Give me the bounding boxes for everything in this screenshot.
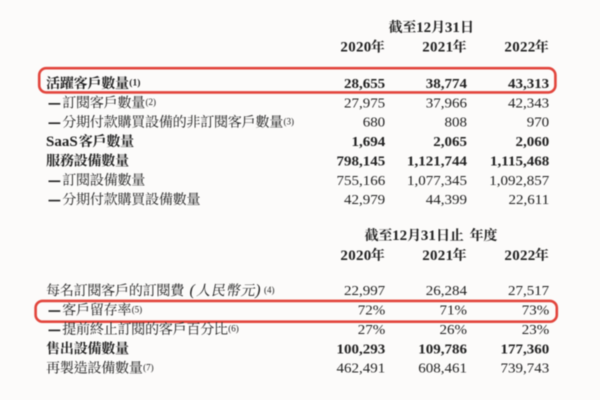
svg-text:(7): (7) [143, 362, 154, 372]
svg-text:1,694: 1,694 [351, 134, 385, 149]
svg-text:2021: 2021 [422, 40, 453, 56]
svg-text:73%: 73% [522, 303, 549, 318]
svg-text:608,461: 608,461 [418, 361, 467, 376]
svg-text:37,966: 37,966 [426, 96, 467, 111]
svg-text:(5): (5) [132, 304, 143, 314]
svg-text:2020: 2020 [340, 248, 371, 264]
svg-text:26,284: 26,284 [426, 284, 468, 299]
svg-text:72%: 72% [358, 303, 385, 318]
svg-text:2020: 2020 [340, 40, 371, 56]
svg-text:12: 12 [416, 20, 431, 36]
svg-text:42,979: 42,979 [344, 192, 385, 207]
svg-text:109,786: 109,786 [418, 342, 467, 357]
svg-text:2022: 2022 [504, 248, 535, 264]
svg-text:12: 12 [392, 228, 407, 244]
svg-text:1,115,468: 1,115,468 [490, 154, 549, 169]
svg-text:27,517: 27,517 [508, 284, 549, 299]
svg-text:798,145: 798,145 [336, 154, 385, 169]
svg-text:(4): (4) [264, 285, 275, 295]
svg-text:31: 31 [421, 228, 436, 244]
svg-text:44,399: 44,399 [426, 192, 467, 207]
svg-text:177,360: 177,360 [500, 342, 549, 357]
svg-text:(2): (2) [146, 97, 157, 107]
svg-text:1,077,345: 1,077,345 [407, 173, 467, 188]
svg-text:739,743: 739,743 [500, 361, 549, 376]
svg-text:(: ( [190, 282, 197, 299]
svg-text:1,121,744: 1,121,744 [407, 154, 467, 169]
svg-text:): ) [254, 282, 260, 299]
svg-text:(3): (3) [284, 116, 295, 126]
svg-text:26%: 26% [440, 322, 467, 337]
svg-text:22,997: 22,997 [344, 284, 385, 299]
svg-text:43,313: 43,313 [508, 76, 549, 91]
svg-text:71%: 71% [440, 303, 467, 318]
svg-text:970: 970 [527, 115, 549, 130]
svg-text:22,611: 22,611 [509, 192, 550, 207]
svg-text:680: 680 [363, 115, 385, 130]
svg-text:755,166: 755,166 [336, 173, 385, 188]
svg-text:38,774: 38,774 [426, 76, 467, 91]
svg-text:2022: 2022 [504, 40, 535, 56]
svg-text:808: 808 [445, 115, 467, 130]
svg-text:31: 31 [445, 20, 460, 36]
svg-text:SaaS: SaaS [46, 134, 78, 150]
svg-text:100,293: 100,293 [336, 342, 385, 357]
svg-text:2,060: 2,060 [515, 134, 549, 149]
svg-text:2021: 2021 [422, 248, 453, 264]
svg-text:27%: 27% [358, 322, 385, 337]
svg-text:(1): (1) [129, 78, 140, 89]
svg-text:42,343: 42,343 [508, 96, 549, 111]
svg-text:1,092,857: 1,092,857 [489, 173, 549, 188]
svg-text:27,975: 27,975 [344, 96, 385, 111]
svg-text:(6): (6) [228, 324, 239, 334]
svg-text:462,491: 462,491 [336, 361, 385, 376]
svg-text:2,065: 2,065 [433, 134, 467, 149]
svg-text:23%: 23% [522, 322, 549, 337]
svg-text:28,655: 28,655 [344, 76, 385, 91]
